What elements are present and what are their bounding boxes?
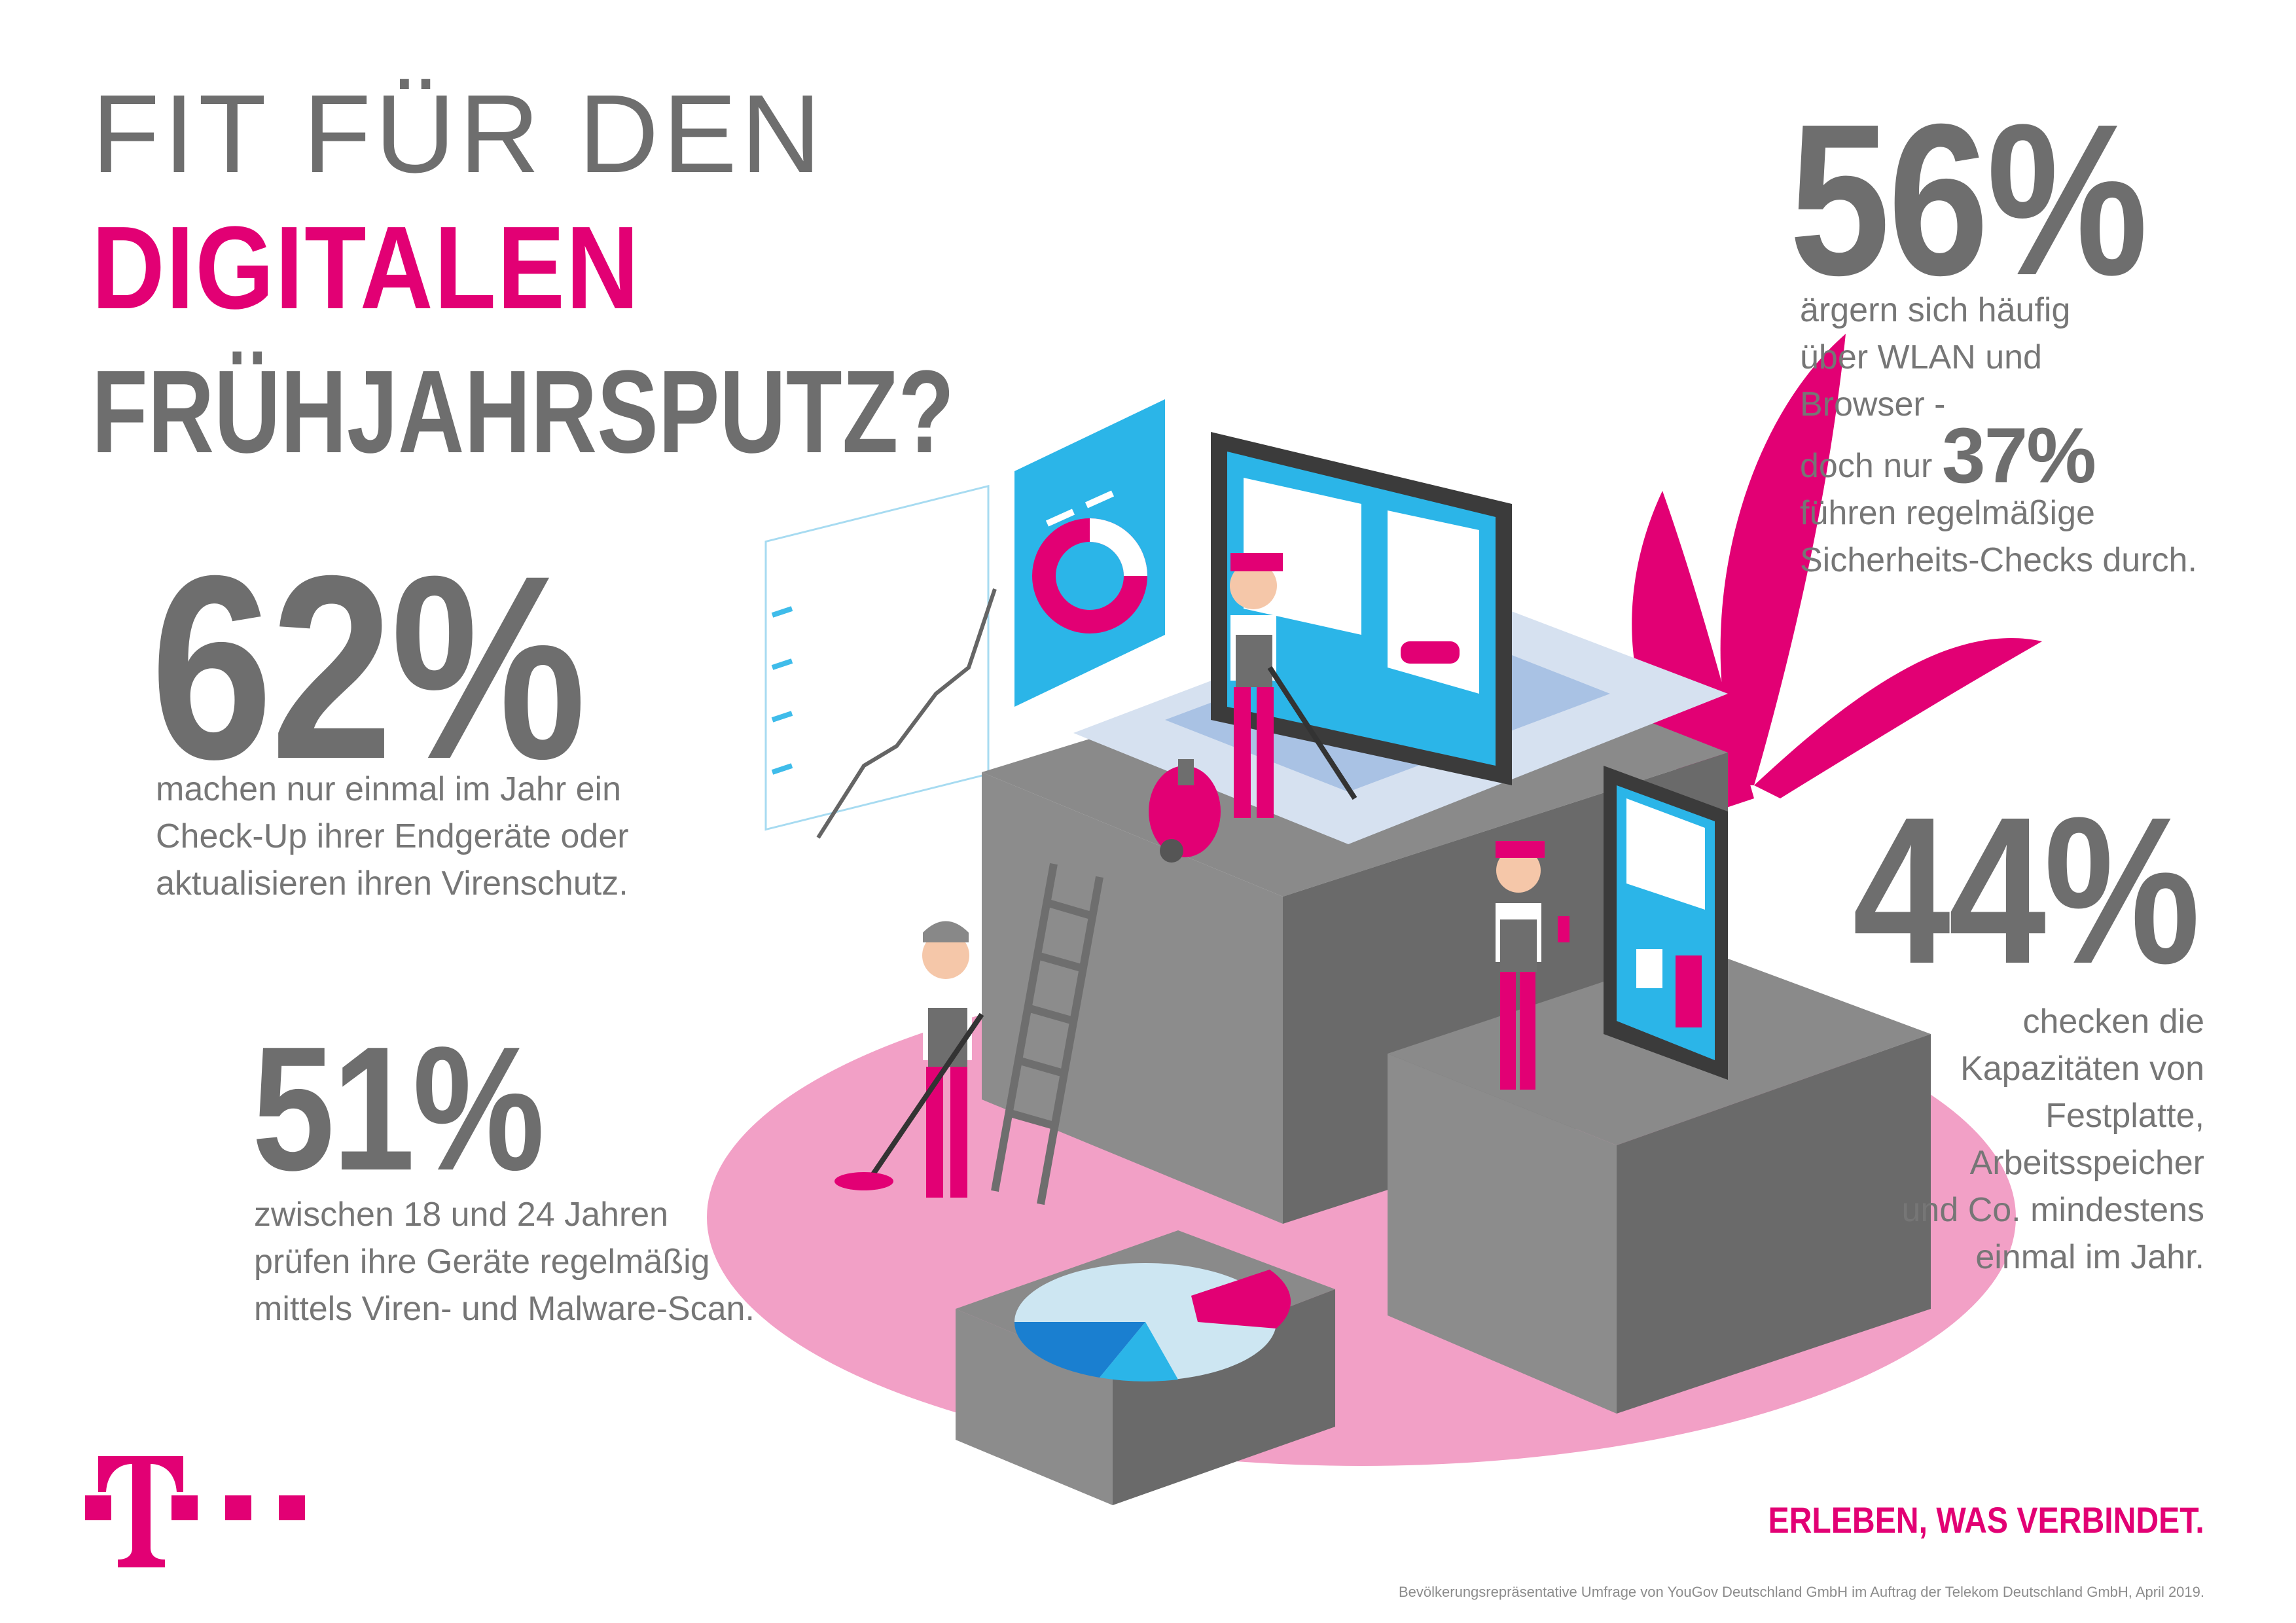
cleaning-illustration — [707, 334, 2042, 1505]
stat-44-text: checken die Kapazitäten von Festplatte, … — [1746, 998, 2205, 1281]
stat-44-line: Festplatte, — [2045, 1097, 2204, 1135]
stat-62-value: 62% — [151, 521, 586, 813]
side-box-right — [1617, 1034, 1931, 1414]
stat-37-line: führen regelmäßige — [1800, 494, 2095, 532]
laptop-icon — [1073, 432, 1728, 844]
ladder-icon — [991, 863, 1103, 1205]
stat-62-line: machen nur einmal im Jahr ein — [156, 770, 621, 808]
stat-62-line: aktualisieren ihren Virenschutz. — [156, 865, 628, 902]
person-mopping — [834, 921, 984, 1198]
stat-51-text: zwischen 18 und 24 Jahren prüfen ihre Ge… — [254, 1191, 843, 1332]
stat-51-line: mittels Viren- und Malware-Scan. — [254, 1290, 755, 1328]
plant-leaf-icon — [1720, 334, 1846, 785]
stat-62-text: machen nur einmal im Jahr ein Check-Up i… — [156, 766, 745, 907]
donut-chart-panel — [1014, 399, 1165, 707]
person-spraying — [1496, 841, 1570, 1090]
stat-56-line: ärgern sich häufig — [1800, 291, 2071, 329]
stat-62-line: Check-Up ihrer Endgeräte oder — [156, 817, 629, 855]
stat-56-line: Browser - — [1800, 385, 1946, 423]
stat-44-line: Kapazitäten von — [1960, 1050, 2204, 1088]
stat-37-value: 37% — [1941, 412, 2096, 499]
stat-37-line: Sicherheits-Checks durch. — [1800, 541, 2197, 579]
stat-51-line: prüfen ihre Geräte regelmäßig — [254, 1243, 710, 1281]
line-chart-panel — [764, 484, 997, 839]
slogan: ERLEBEN, WAS VERBINDET. — [1768, 1499, 2204, 1541]
title-line-1: FIT FÜR DEN — [92, 72, 825, 196]
plant-leaf-icon — [1754, 638, 2042, 798]
tablet-icon — [1604, 766, 1728, 1080]
stat-44-line: checken die — [2022, 1003, 2204, 1041]
stat-56-line: über WLAN und — [1800, 338, 2042, 376]
footnote: Bevölkerungsrepräsentative Umfrage von Y… — [1398, 1584, 2204, 1600]
vacuum-cleaner-icon — [1149, 759, 1221, 863]
side-box-left — [1388, 1054, 1617, 1414]
pie-chart-icon — [1014, 1263, 1291, 1382]
stat-37-line: doch nur 37% — [1800, 416, 2219, 495]
stat-51-value: 51% — [252, 1010, 545, 1207]
stat-44-line: und Co. mindestens — [1901, 1191, 2205, 1229]
stat-37-prefix: doch nur — [1800, 447, 1933, 485]
stat-56-text: ärgern sich häufig über WLAN und Browser… — [1800, 287, 2219, 584]
stat-44-value: 44% — [1852, 773, 2200, 1007]
stat-44-line: einmal im Jahr. — [1975, 1238, 2204, 1276]
stat-44-line: Arbeitsspeicher — [1969, 1144, 2204, 1182]
title-line-2: DIGITALEN — [92, 202, 641, 334]
small-box-right — [1113, 1289, 1335, 1505]
stat-51-line: zwischen 18 und 24 Jahren — [254, 1196, 669, 1234]
title-line-3: FRÜHJAHRSPUTZ? — [92, 346, 955, 478]
person-vacuuming — [1230, 553, 1357, 818]
stat-56-value: 56% — [1789, 79, 2147, 320]
telekom-t-logo-icon — [85, 1456, 305, 1567]
